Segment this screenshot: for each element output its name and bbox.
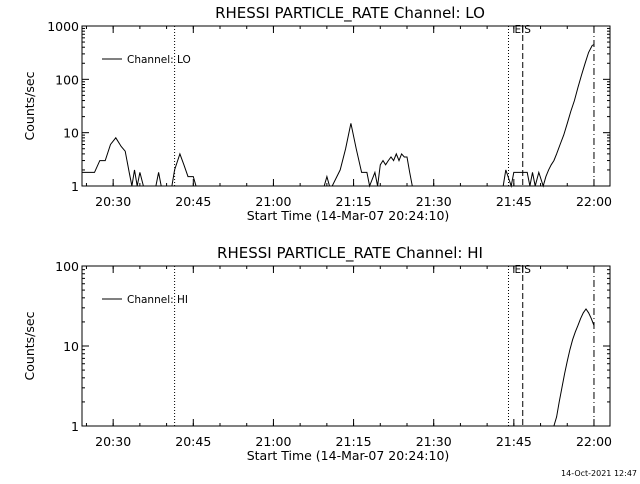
- x-tick-label: 21:15: [336, 434, 372, 449]
- x-tick-label: 20:45: [175, 194, 211, 209]
- x-tick-label: 20:30: [95, 434, 131, 449]
- marker-label-eis: EIS: [515, 264, 532, 276]
- x-tick-label: 21:45: [496, 434, 532, 449]
- x-tick-label: 21:30: [416, 434, 452, 449]
- x-axis-label: Start Time (14-Mar-07 20:24:10): [247, 448, 450, 463]
- x-tick-label: 21:15: [336, 194, 372, 209]
- y-tick-label: 1: [71, 419, 79, 434]
- x-tick-label: 21:30: [416, 194, 452, 209]
- x-tick-label: 20:45: [175, 434, 211, 449]
- y-axis-label: Counts/sec: [22, 311, 37, 380]
- plot-timestamp: 14-Oct-2021 12:47: [561, 469, 637, 478]
- marker-label-eis: EIS: [515, 24, 532, 36]
- series-line-lo: [82, 44, 595, 188]
- chart-title: RHESSI PARTICLE_RATE Channel: HI: [217, 244, 483, 263]
- x-tick-label: 20:30: [95, 194, 131, 209]
- y-tick-label: 10: [63, 126, 79, 141]
- x-tick-label: 21:00: [255, 194, 291, 209]
- legend-label: Channel: HI: [127, 294, 188, 306]
- y-tick-label: 1000: [47, 19, 79, 34]
- y-axis-label: Counts/sec: [22, 71, 37, 140]
- plot-frame: [81, 25, 611, 187]
- plot-frame: [81, 265, 611, 427]
- y-tick-label: 100: [55, 72, 79, 87]
- y-tick-label: 100: [55, 259, 79, 274]
- y-tick-label: 10: [63, 339, 79, 354]
- x-axis-label: Start Time (14-Mar-07 20:24:10): [247, 208, 450, 223]
- x-tick-label: 21:00: [255, 434, 291, 449]
- chart-title: RHESSI PARTICLE_RATE Channel: LO: [215, 4, 485, 23]
- legend-label: Channel: LO: [127, 54, 191, 66]
- y-tick-label: 1: [71, 179, 79, 194]
- x-tick-label: 22:00: [576, 194, 612, 209]
- x-tick-label: 21:45: [496, 194, 532, 209]
- series-line-hi: [553, 308, 595, 427]
- x-tick-label: 22:00: [576, 434, 612, 449]
